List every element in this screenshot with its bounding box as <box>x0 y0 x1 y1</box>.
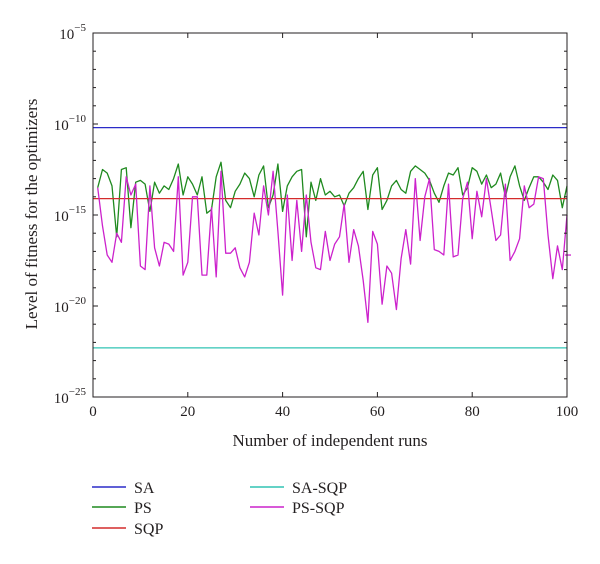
legend: SA PS SQP SA-SQP PS-SQP <box>92 480 347 538</box>
x-tick-label: 60 <box>370 404 385 420</box>
y-tick-label: 10−15 <box>54 204 87 225</box>
series-line-ps <box>97 161 568 238</box>
y-tick-label: 10−10 <box>54 113 87 134</box>
plot-area <box>93 33 567 397</box>
x-tick-label: 80 <box>465 404 480 420</box>
ticks-layer: 0 20 40 60 80 100 10−5 10−10 10−15 10−20 10−25 <box>54 22 578 420</box>
y-tick-label: 10−20 <box>54 295 87 316</box>
x-tick-label: 20 <box>180 404 195 420</box>
series-line-ps-sqp <box>97 170 568 324</box>
x-tick-label: 100 <box>556 404 579 420</box>
x-tick-label: 0 <box>89 404 97 420</box>
plot-background <box>93 33 567 397</box>
legend-label-sa: SA <box>134 480 155 497</box>
series-layer <box>93 126 571 349</box>
x-tick-label: 40 <box>275 404 290 420</box>
legend-label-sqp: SQP <box>134 521 163 538</box>
y-tick-label: 10−5 <box>59 22 86 43</box>
legend-label-sa-sqp: SA-SQP <box>292 480 347 497</box>
legend-label-ps-sqp: PS-SQP <box>292 500 345 517</box>
x-axis-title: Number of independent runs <box>233 431 428 450</box>
y-tick-label: 10−25 <box>54 386 87 407</box>
y-axis-title: Level of fitness for the optimizers <box>22 99 41 330</box>
legend-label-ps: PS <box>134 500 152 517</box>
